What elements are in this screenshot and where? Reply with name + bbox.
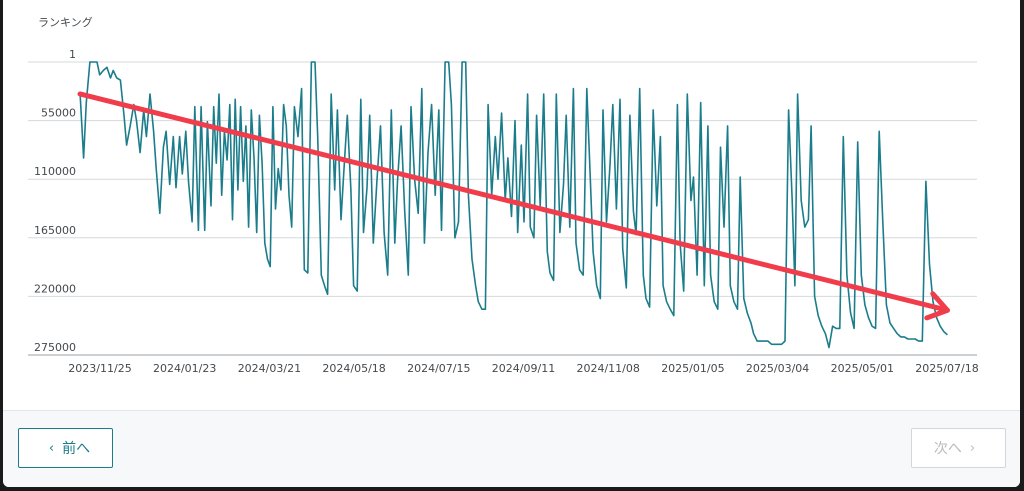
chevron-right-icon: ›	[969, 440, 976, 456]
y-tick-label: 55000	[41, 107, 76, 120]
x-tick-label: 2025/07/18	[915, 362, 978, 375]
trend-arrow	[77, 91, 950, 321]
x-tick-label: 2024/11/08	[576, 362, 639, 375]
x-tick-label: 2023/11/25	[68, 362, 131, 375]
y-tick-label: 275000	[34, 341, 76, 354]
x-tick-label: 2024/03/21	[238, 362, 301, 375]
ranking-chart: ランキング 1 55000 110000 165000 220000 275000 202…	[28, 15, 979, 375]
y-tick-labels: 1 55000 110000 165000 220000 275000	[34, 48, 76, 354]
x-tick-label: 2024/09/11	[492, 362, 555, 375]
y-axis-title: ランキング	[38, 15, 93, 29]
pagination-footer: ‹ 前へ 次へ ›	[3, 410, 1020, 487]
series-layer	[79, 61, 948, 349]
x-tick-label: 2025/05/01	[831, 362, 894, 375]
next-button[interactable]: 次へ ›	[911, 428, 1006, 468]
chart-card: ランキング 1 55000 110000 165000 220000 275000 202…	[3, 0, 1020, 487]
x-tick-label: 2025/01/05	[661, 362, 724, 375]
trend-arrow-shaft	[77, 91, 950, 313]
x-tick-label: 2024/05/18	[322, 362, 385, 375]
trend-arrow-head	[924, 291, 950, 321]
y-tick-label: 110000	[34, 165, 76, 178]
x-tick-labels: 2023/11/25 2024/01/23 2024/03/21 2024/05/18…	[68, 362, 978, 375]
y-tick-label: 220000	[34, 282, 76, 295]
previous-button[interactable]: ‹ 前へ	[18, 428, 113, 468]
ranking-series-line	[79, 61, 948, 349]
x-tick-label: 2024/01/23	[153, 362, 216, 375]
previous-button-label: 前へ	[62, 441, 91, 457]
y-tick-label: 1	[69, 48, 76, 61]
y-tick-label: 165000	[34, 224, 76, 237]
x-tick-label: 2025/03/04	[746, 362, 809, 375]
chevron-left-icon: ‹	[48, 440, 55, 456]
next-button-label: 次へ	[933, 441, 962, 457]
grid-layer	[28, 61, 977, 356]
x-tick-label: 2024/07/15	[407, 362, 470, 375]
